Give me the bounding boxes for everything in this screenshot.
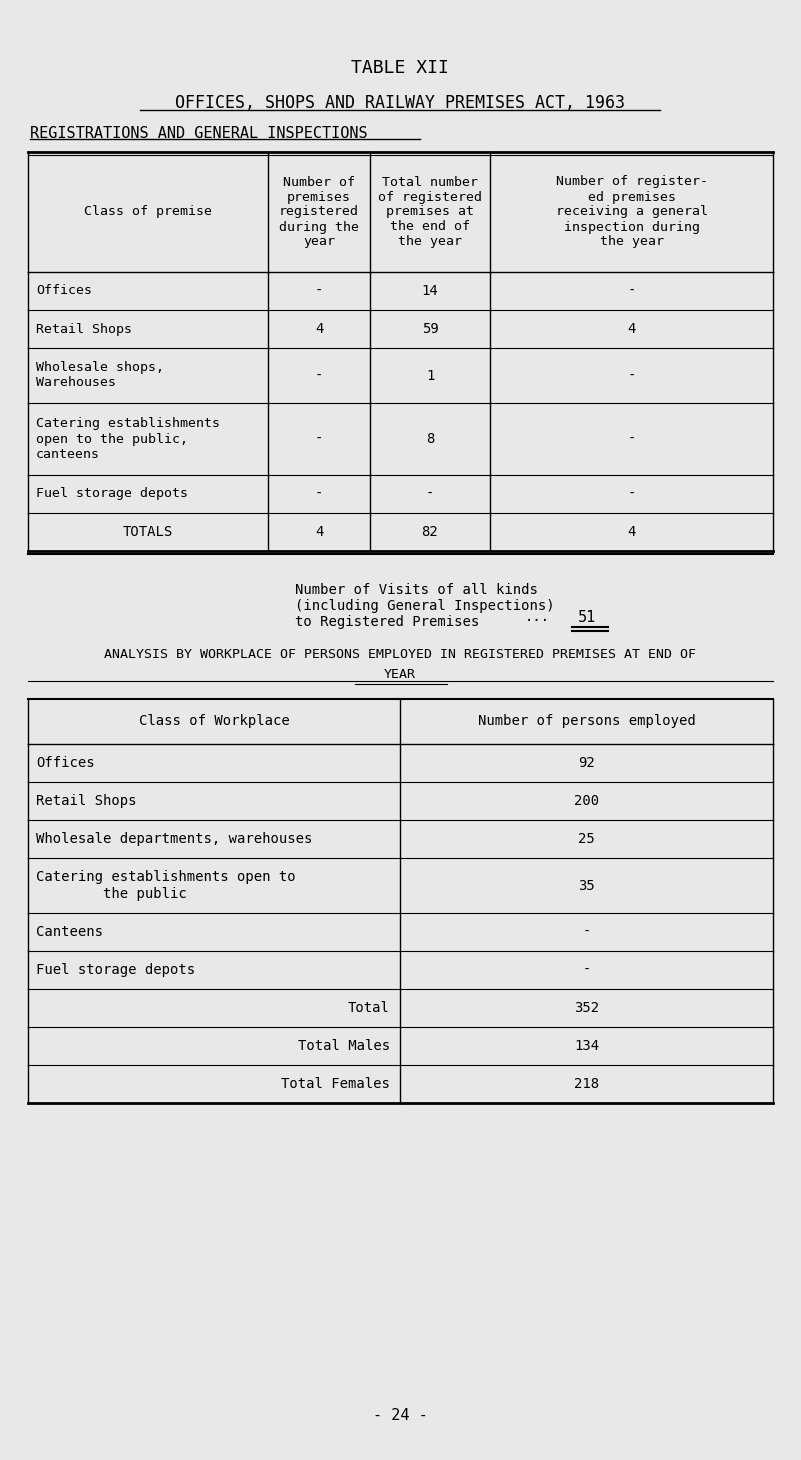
Text: Fuel storage depots: Fuel storage depots: [36, 488, 188, 501]
Text: Total number
of registered
premises at
the end of
the year: Total number of registered premises at t…: [378, 175, 482, 248]
Text: 200: 200: [574, 794, 599, 807]
Text: 92: 92: [578, 756, 595, 769]
Text: 25: 25: [578, 832, 595, 845]
Text: Wholesale departments, warehouses: Wholesale departments, warehouses: [36, 832, 312, 845]
Text: 51: 51: [578, 609, 596, 625]
Text: 4: 4: [315, 526, 323, 539]
Text: Offices: Offices: [36, 756, 95, 769]
Text: - 24 -: - 24 -: [372, 1407, 428, 1422]
Text: Total Males: Total Males: [298, 1040, 390, 1053]
Text: REGISTRATIONS AND GENERAL INSPECTIONS: REGISTRATIONS AND GENERAL INSPECTIONS: [30, 126, 368, 140]
Text: 14: 14: [421, 285, 438, 298]
Text: Total: Total: [348, 1002, 390, 1015]
Text: Offices: Offices: [36, 285, 92, 298]
Text: -: -: [627, 285, 636, 298]
Text: -: -: [582, 926, 590, 939]
Text: 4: 4: [315, 323, 323, 336]
Text: Number of Visits of all kinds
(including General Inspections)
to Registered Prem: Number of Visits of all kinds (including…: [295, 583, 554, 629]
Text: -: -: [315, 432, 323, 445]
Text: Wholesale shops,
Warehouses: Wholesale shops, Warehouses: [36, 362, 164, 390]
Text: Number of
premises
registered
during the
year: Number of premises registered during the…: [279, 175, 359, 248]
Text: TABLE XII: TABLE XII: [351, 58, 449, 77]
Text: -: -: [426, 488, 434, 501]
Text: Canteens: Canteens: [36, 926, 103, 939]
Text: -: -: [315, 488, 323, 501]
Text: TOTALS: TOTALS: [123, 526, 173, 539]
Text: ...: ...: [525, 610, 550, 623]
Text: 82: 82: [421, 526, 438, 539]
Text: -: -: [315, 368, 323, 383]
Text: 4: 4: [627, 323, 636, 336]
Text: -: -: [627, 488, 636, 501]
Text: 352: 352: [574, 1002, 599, 1015]
Text: 218: 218: [574, 1077, 599, 1091]
Text: 35: 35: [578, 879, 595, 892]
Text: Number of persons employed: Number of persons employed: [477, 714, 695, 729]
Text: Retail Shops: Retail Shops: [36, 794, 136, 807]
Text: Catering establishments
open to the public,
canteens: Catering establishments open to the publ…: [36, 418, 220, 460]
Text: 8: 8: [426, 432, 434, 445]
Text: -: -: [627, 432, 636, 445]
Text: 59: 59: [421, 323, 438, 336]
Text: YEAR: YEAR: [384, 667, 416, 680]
Text: 134: 134: [574, 1040, 599, 1053]
Text: -: -: [582, 964, 590, 977]
Text: Class of Workplace: Class of Workplace: [139, 714, 289, 729]
Text: Retail Shops: Retail Shops: [36, 323, 132, 336]
Text: OFFICES, SHOPS AND RAILWAY PREMISES ACT, 1963: OFFICES, SHOPS AND RAILWAY PREMISES ACT,…: [175, 93, 625, 112]
Text: ANALYSIS BY WORKPLACE OF PERSONS EMPLOYED IN REGISTERED PREMISES AT END OF: ANALYSIS BY WORKPLACE OF PERSONS EMPLOYE…: [104, 647, 696, 660]
Text: 4: 4: [627, 526, 636, 539]
Text: Total Females: Total Females: [281, 1077, 390, 1091]
Text: Number of register-
ed premises
receiving a general
inspection during
the year: Number of register- ed premises receivin…: [556, 175, 707, 248]
Text: Class of premise: Class of premise: [84, 206, 212, 219]
Text: 1: 1: [426, 368, 434, 383]
Text: -: -: [627, 368, 636, 383]
Text: -: -: [315, 285, 323, 298]
Text: Catering establishments open to
        the public: Catering establishments open to the publ…: [36, 870, 296, 901]
Text: Fuel storage depots: Fuel storage depots: [36, 964, 195, 977]
